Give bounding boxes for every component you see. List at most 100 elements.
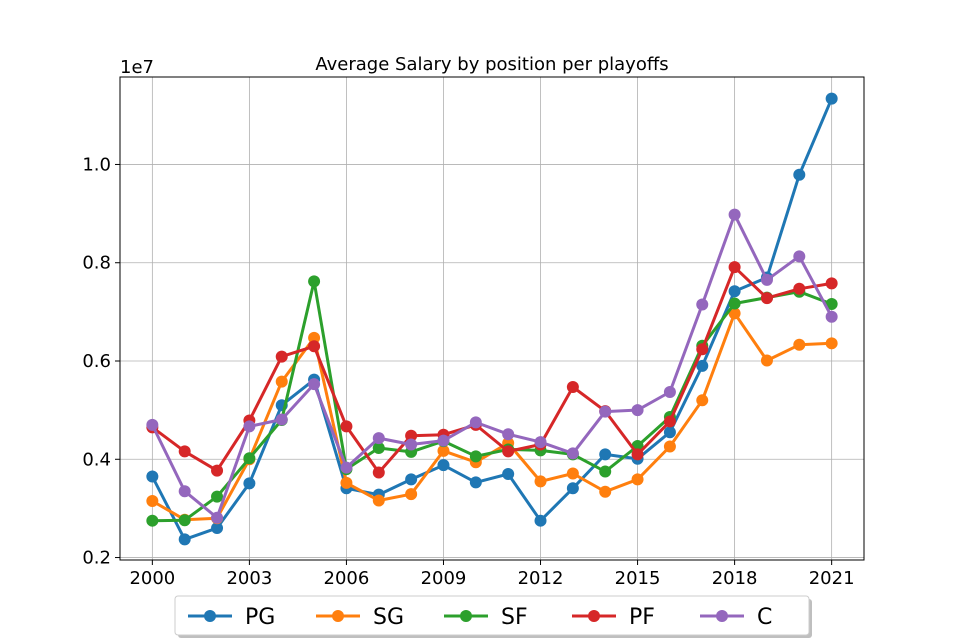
data-point bbox=[825, 298, 838, 311]
x-tick-label: 2009 bbox=[421, 568, 467, 589]
legend-item-sg: SG bbox=[316, 605, 404, 630]
data-point bbox=[340, 420, 353, 433]
data-point bbox=[566, 482, 579, 495]
data-point bbox=[178, 445, 191, 458]
data-point bbox=[211, 522, 224, 535]
data-point bbox=[760, 354, 773, 367]
data-point bbox=[469, 450, 482, 463]
data-point bbox=[760, 292, 773, 305]
data-point bbox=[211, 511, 224, 524]
plot-frame bbox=[119, 76, 865, 561]
data-point bbox=[760, 273, 773, 286]
data-point bbox=[372, 466, 385, 479]
data-point bbox=[502, 428, 515, 441]
data-point bbox=[599, 448, 612, 461]
data-point bbox=[696, 343, 709, 356]
data-point bbox=[405, 429, 418, 442]
series-line bbox=[151, 265, 832, 474]
x-tick-label: 2015 bbox=[615, 568, 661, 589]
x-tick-label: 2021 bbox=[809, 568, 855, 589]
series-line bbox=[151, 311, 832, 522]
x-tick-label: 2012 bbox=[518, 568, 564, 589]
legend-label: SG bbox=[373, 605, 404, 630]
data-point bbox=[696, 394, 709, 407]
legend-marker bbox=[716, 610, 728, 622]
gridlines bbox=[120, 77, 864, 560]
legend-item-pf: PF bbox=[572, 605, 655, 630]
data-point bbox=[599, 485, 612, 498]
data-point bbox=[663, 385, 676, 398]
data-point bbox=[372, 494, 385, 507]
data-point bbox=[534, 475, 547, 488]
legend-label: PF bbox=[629, 605, 655, 630]
legend-item-pg: PG bbox=[188, 605, 275, 630]
data-point bbox=[243, 452, 256, 465]
data-point bbox=[825, 337, 838, 350]
data-point bbox=[146, 418, 159, 431]
legend-item-sf: SF bbox=[444, 605, 528, 630]
data-point bbox=[534, 436, 547, 449]
data-point bbox=[566, 381, 579, 394]
data-point bbox=[308, 331, 321, 344]
data-point bbox=[599, 405, 612, 418]
chart-title: Average Salary by position per playoffs bbox=[315, 54, 668, 75]
data-point bbox=[275, 413, 288, 426]
legend-label: C bbox=[757, 605, 772, 630]
data-point bbox=[631, 448, 644, 461]
data-point bbox=[728, 297, 741, 310]
data-point bbox=[793, 168, 806, 181]
series-layer bbox=[146, 92, 838, 546]
data-point bbox=[308, 275, 321, 288]
data-point bbox=[663, 440, 676, 453]
data-point bbox=[211, 490, 224, 503]
data-point bbox=[146, 470, 159, 483]
data-point bbox=[469, 416, 482, 429]
data-point bbox=[308, 378, 321, 391]
series-c bbox=[146, 208, 838, 524]
series-line bbox=[150, 98, 834, 541]
data-point bbox=[728, 307, 741, 320]
data-point bbox=[340, 461, 353, 474]
legend-marker bbox=[332, 610, 344, 622]
data-point bbox=[502, 468, 515, 481]
data-point bbox=[631, 473, 644, 486]
data-point bbox=[211, 464, 224, 477]
data-point bbox=[663, 415, 676, 428]
data-point bbox=[437, 444, 450, 457]
data-point bbox=[631, 404, 644, 417]
legend-marker bbox=[204, 610, 216, 622]
legend-label: SF bbox=[501, 605, 528, 630]
data-point bbox=[372, 441, 385, 454]
x-tick-label: 2000 bbox=[129, 568, 175, 589]
data-point bbox=[178, 485, 191, 498]
data-point bbox=[243, 477, 256, 490]
data-point bbox=[696, 359, 709, 372]
data-point bbox=[534, 514, 547, 527]
series-line bbox=[152, 279, 833, 523]
data-point bbox=[405, 473, 418, 486]
data-point bbox=[825, 92, 838, 105]
data-point bbox=[308, 340, 321, 353]
data-point bbox=[340, 476, 353, 489]
legend-label: PG bbox=[245, 605, 275, 630]
data-point bbox=[566, 467, 579, 480]
series-line bbox=[150, 213, 834, 520]
data-point bbox=[825, 277, 838, 290]
y-tick-label: 1.0 bbox=[82, 154, 111, 175]
data-point bbox=[502, 445, 515, 458]
x-axis: 2000 2003 2006 2009 2012 2015 2018 2021 bbox=[129, 560, 855, 589]
data-point bbox=[696, 298, 709, 311]
legend-marker bbox=[588, 610, 600, 622]
data-point bbox=[437, 434, 450, 447]
y-offset-label: 1e7 bbox=[120, 57, 154, 78]
data-point bbox=[178, 514, 191, 527]
data-point bbox=[469, 476, 482, 489]
y-axis: 0.2 0.4 0.6 0.8 1.0 bbox=[82, 154, 120, 569]
data-point bbox=[663, 426, 676, 439]
data-point bbox=[275, 375, 288, 388]
data-point bbox=[825, 310, 838, 323]
data-point bbox=[793, 338, 806, 351]
data-point bbox=[372, 432, 385, 445]
data-point bbox=[275, 350, 288, 363]
